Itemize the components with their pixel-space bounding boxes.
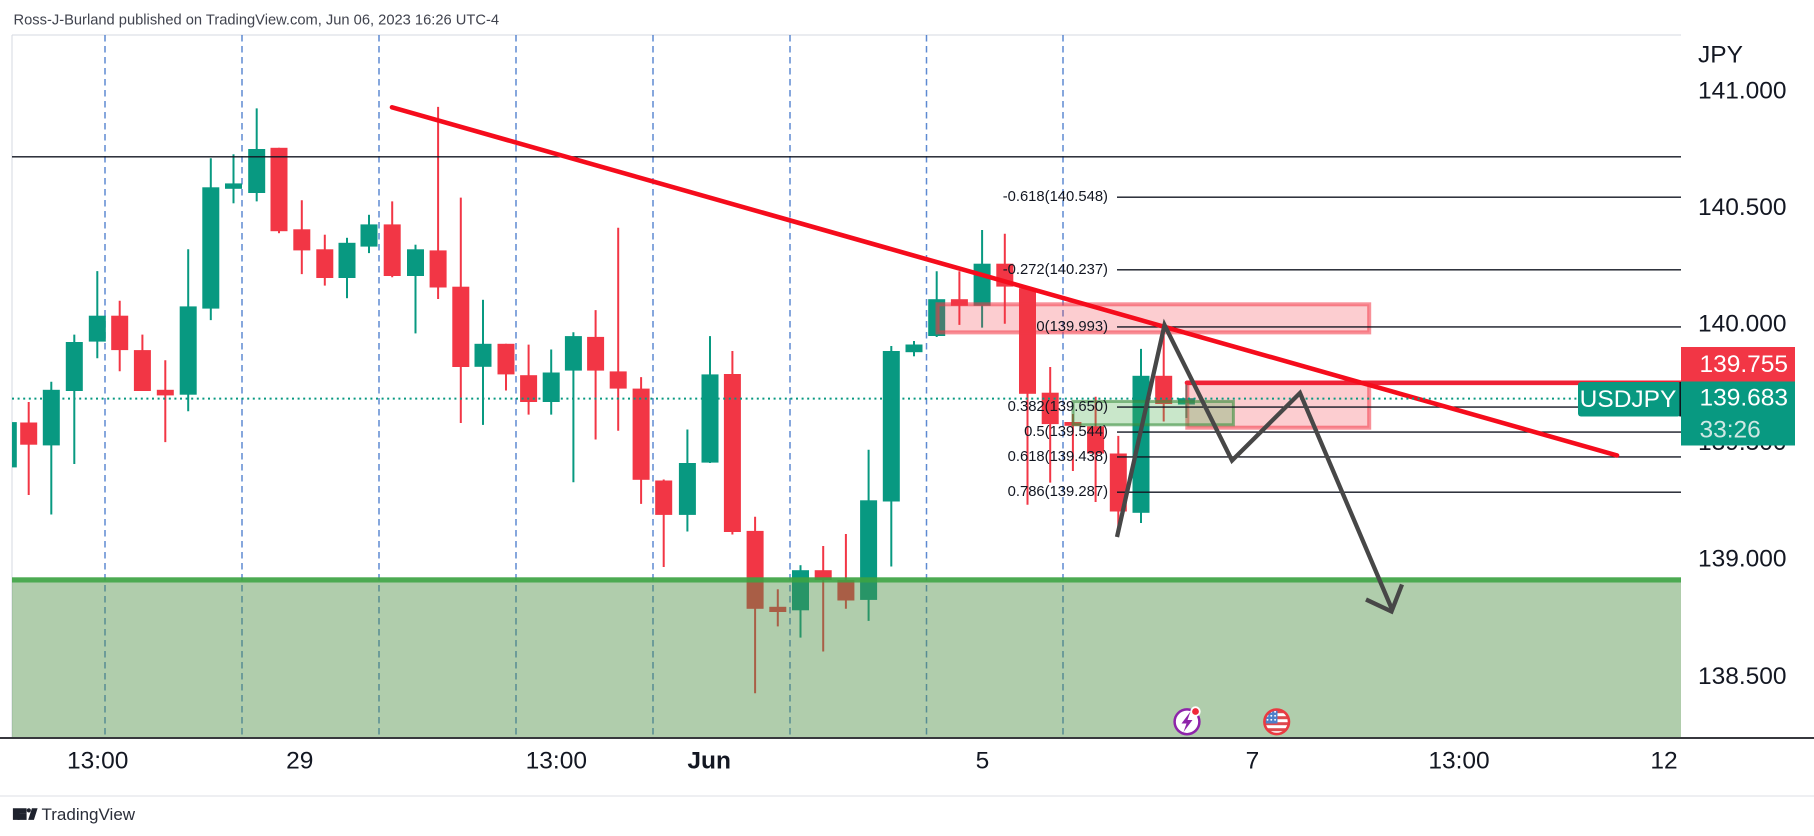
- svg-text:139.755: 139.755: [1700, 351, 1789, 378]
- svg-text:5: 5: [976, 748, 990, 775]
- svg-text:-0.272(140.237): -0.272(140.237): [1003, 262, 1108, 278]
- svg-text:0.786(139.287): 0.786(139.287): [1008, 484, 1108, 500]
- svg-text:USDJPY: USDJPY: [1580, 386, 1677, 413]
- svg-text:29: 29: [286, 748, 313, 775]
- svg-text:140.500: 140.500: [1698, 194, 1787, 221]
- svg-text:0.618(139.438): 0.618(139.438): [1008, 449, 1108, 465]
- svg-text:33:26: 33:26: [1700, 416, 1761, 443]
- svg-text:Ross-J-Burland published on Tr: Ross-J-Burland published on TradingView.…: [14, 12, 500, 28]
- svg-text:140.000: 140.000: [1698, 311, 1787, 338]
- svg-text:0(139.993): 0(139.993): [1036, 319, 1108, 335]
- svg-text:141.000: 141.000: [1698, 78, 1787, 105]
- svg-text:0.5(139.544): 0.5(139.544): [1024, 424, 1108, 440]
- svg-text:JPY: JPY: [1698, 42, 1743, 69]
- svg-text:0.382(139.650): 0.382(139.650): [1008, 399, 1108, 415]
- svg-text:139.000: 139.000: [1698, 545, 1787, 572]
- svg-text:139.683: 139.683: [1700, 384, 1789, 411]
- svg-text:Jun: Jun: [687, 748, 731, 775]
- svg-text:7: 7: [1246, 748, 1260, 775]
- svg-text:13:00: 13:00: [526, 748, 587, 775]
- svg-text:-0.618(140.548): -0.618(140.548): [1003, 189, 1108, 205]
- svg-text:12: 12: [1650, 748, 1677, 775]
- svg-text:13:00: 13:00: [1428, 748, 1489, 775]
- svg-text:TradingView: TradingView: [42, 805, 136, 824]
- svg-text:13:00: 13:00: [67, 748, 128, 775]
- svg-text:138.500: 138.500: [1698, 663, 1787, 690]
